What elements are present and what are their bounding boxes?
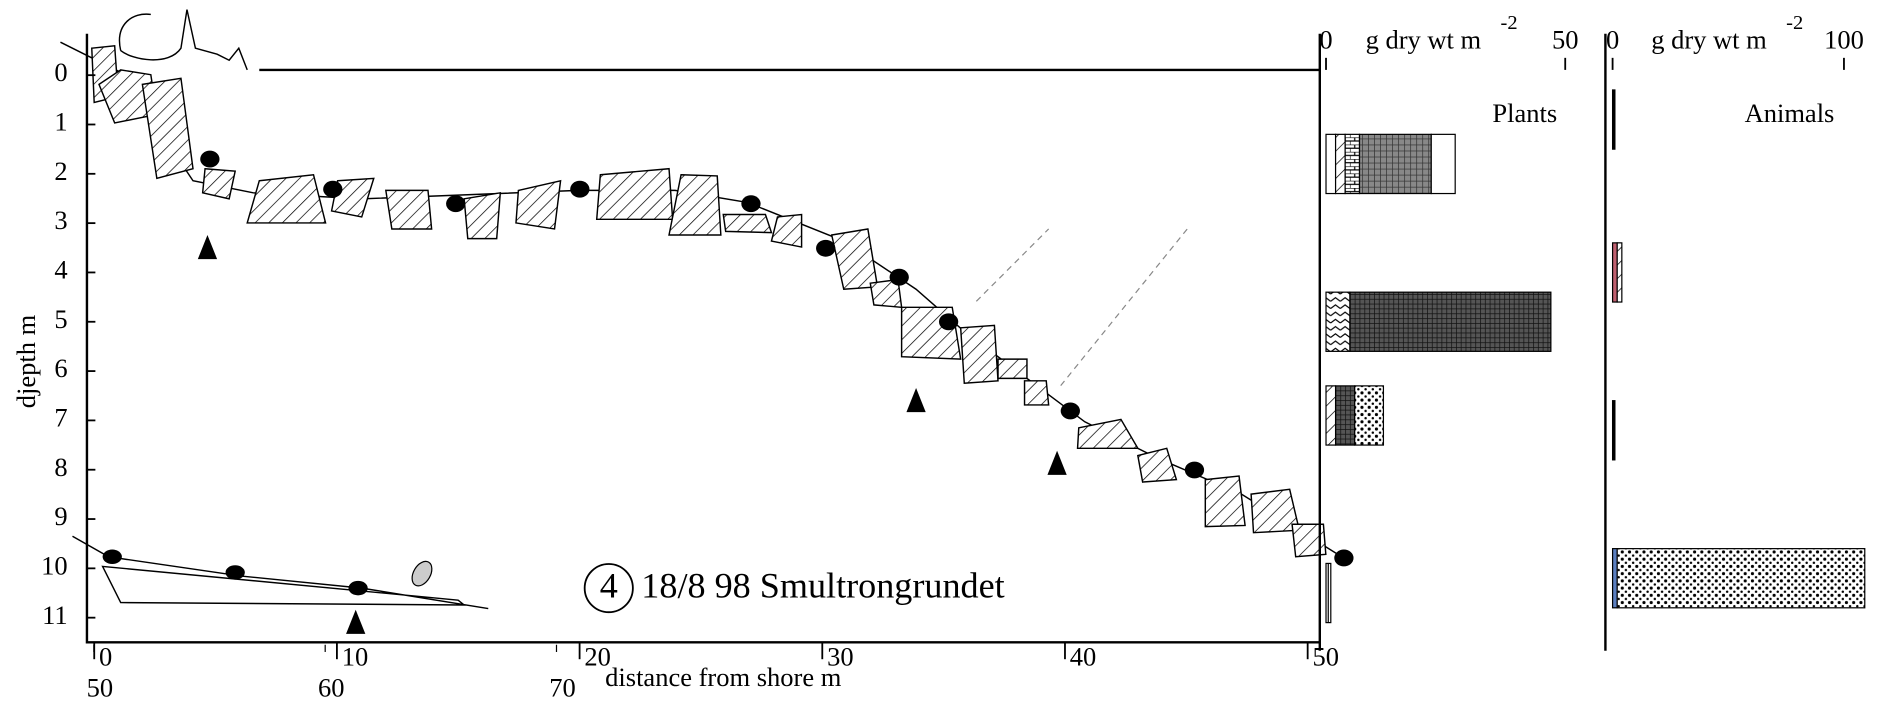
y-tick-label: 10 [41, 550, 68, 580]
y-tick-label: 0 [54, 57, 67, 87]
y-tick-label: 3 [54, 205, 67, 235]
x2-tick-label: 60 [318, 673, 344, 703]
y-tick-label: 2 [54, 156, 67, 186]
y-tick-label: 1 [54, 107, 67, 137]
bar-segment [1611, 242, 1618, 303]
bar-segment [1334, 133, 1346, 195]
x-axis-label-sup: -2 [1501, 12, 1518, 34]
x-axis-label: g dry wt m [1366, 24, 1482, 54]
bar-segment [1611, 548, 1618, 609]
bar-segment [1611, 400, 1616, 461]
bar-segment [1334, 385, 1356, 446]
bar-segment [1325, 562, 1332, 624]
profile-drawing [60, 9, 1354, 634]
x2-tick-label: 70 [549, 673, 576, 703]
bar-segment [1354, 385, 1385, 446]
bar-segment [1358, 133, 1432, 195]
x-axis-label-sup: -2 [1786, 12, 1803, 34]
y-tick-label: 8 [54, 452, 67, 482]
y-tick-label: 5 [54, 304, 67, 334]
panel-title: Plants [1492, 98, 1557, 128]
y-tick-label: 4 [54, 255, 67, 285]
x-tick-label: 50 [1312, 641, 1339, 671]
annotation-number: 4 [600, 566, 618, 606]
x-tick-label: 40 [1070, 641, 1097, 671]
x-tick-label: 0 [99, 641, 112, 671]
bar-segment [1616, 242, 1623, 303]
x2-tick-label: 50 [87, 673, 114, 703]
bar-segment [1349, 291, 1552, 352]
annotation: 18/8 98 Smultrongrundet [641, 566, 1004, 606]
bar-segment [1616, 548, 1866, 609]
y-tick-label: 6 [54, 353, 67, 383]
panel-title: Animals [1745, 98, 1835, 128]
x-tick-label: 100 [1824, 24, 1864, 54]
y-tick-label: 7 [54, 402, 67, 432]
bar-segment [1325, 385, 1337, 446]
x-tick-label: 30 [827, 641, 854, 671]
bar-segment [1430, 133, 1456, 195]
y-tick-label: 11 [42, 600, 68, 630]
x-axis-label: g dry wt m [1651, 24, 1767, 54]
bar-segment [1611, 89, 1616, 150]
x-tick-label: 0 [1606, 24, 1619, 54]
y-tick-label: 9 [54, 501, 67, 531]
y-axis-label: djepth m [11, 314, 41, 408]
x-axis-label: distance from shore m [605, 662, 842, 692]
bar-segment [1325, 291, 1351, 352]
x-tick-label: 20 [584, 641, 611, 671]
x-tick-label: 0 [1319, 24, 1332, 54]
x-tick-label: 50 [1552, 24, 1579, 54]
profile-axes [85, 33, 1607, 651]
x-tick-label: 10 [342, 641, 369, 671]
bar-segment [1344, 133, 1361, 195]
bar-segment [1325, 133, 1337, 195]
